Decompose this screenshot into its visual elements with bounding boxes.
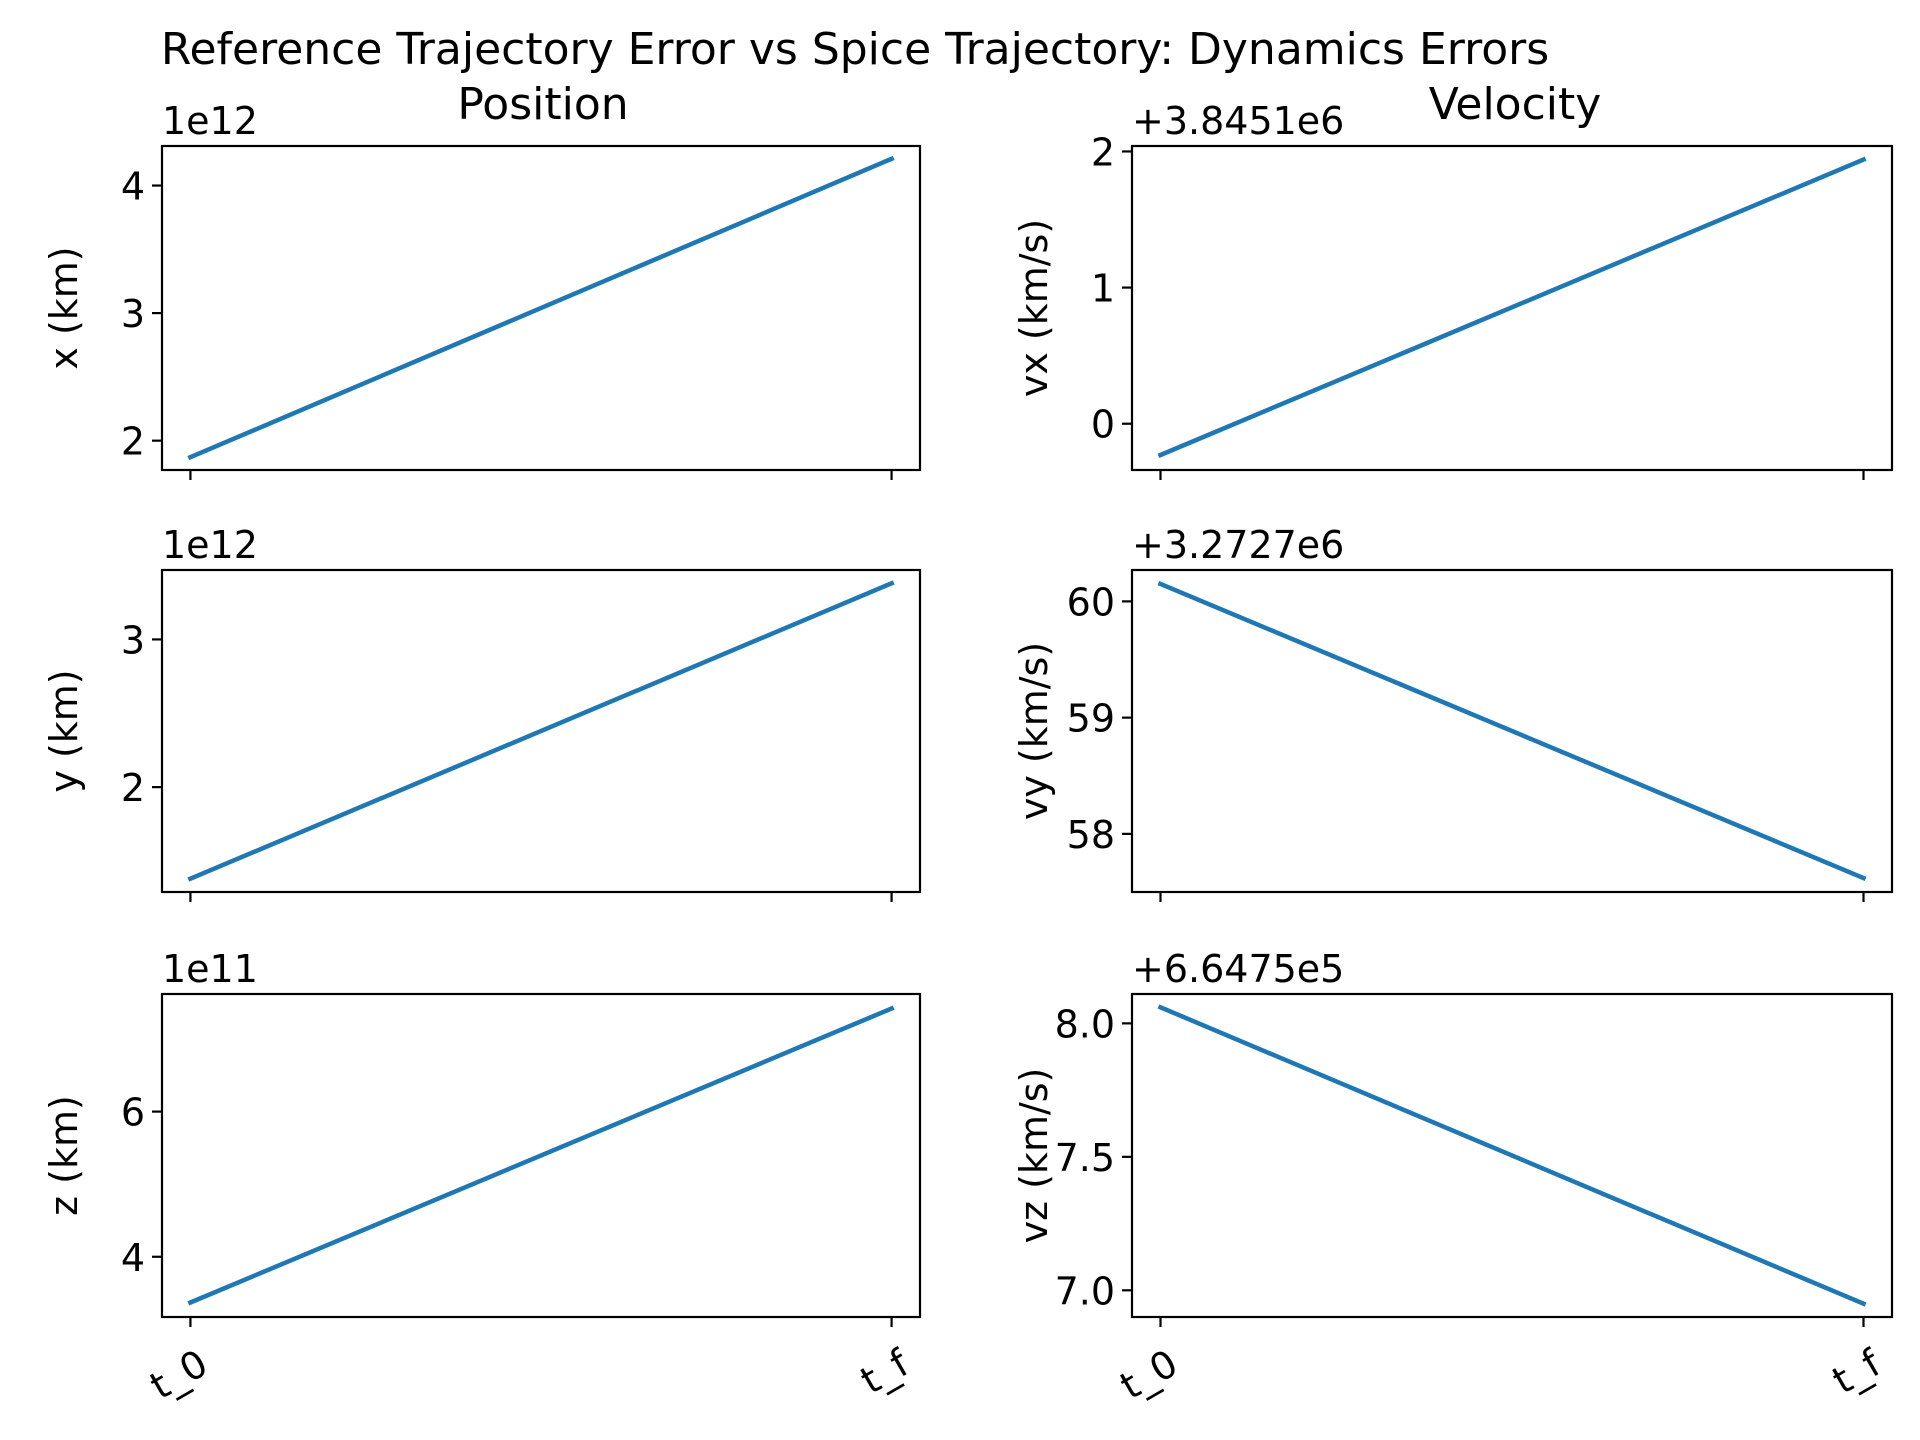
subplot-x: 2 3 4 x (km) 1e12 <box>42 99 922 480</box>
vx-ytick-label: 1 <box>1091 267 1115 311</box>
vy-offset-text: +3.2727e6 <box>1132 523 1344 567</box>
vz-xtick-label: t_f <box>1825 1340 1889 1403</box>
x-axes-frame <box>160 144 922 472</box>
vz-axes-frame <box>1130 992 1894 1319</box>
z-xtick-label: t_f <box>853 1340 917 1403</box>
y-series-line <box>187 580 895 882</box>
figure-title: Reference Trajectory Error vs Spice Traj… <box>161 24 1549 75</box>
y-ylabel: y (km) <box>42 669 86 792</box>
y-axes-frame <box>160 568 922 894</box>
z-ytick-label: 6 <box>121 1091 145 1135</box>
vx-axes-frame <box>1130 144 1894 472</box>
x-ytick-label: 3 <box>121 292 145 336</box>
z-xtick-label: t_0 <box>143 1341 215 1408</box>
x-offset-text: 1e12 <box>162 99 258 143</box>
vx-offset-text: +3.8451e6 <box>1132 99 1344 143</box>
vz-ytick-label: 8.0 <box>1055 1002 1115 1046</box>
subplot-y: 2 3 y (km) 1e12 <box>42 523 922 902</box>
vy-axes-frame <box>1130 568 1894 894</box>
x-ytick-label: 2 <box>121 420 145 464</box>
vx-ytick-label: 2 <box>1091 130 1115 174</box>
vx-ylabel: vx (km/s) <box>1012 219 1056 397</box>
vy-series-line <box>1157 580 1867 882</box>
x-ytick-label: 4 <box>121 165 145 209</box>
vy-ylabel: vy (km/s) <box>1012 642 1056 820</box>
z-axes-frame <box>160 992 922 1319</box>
subplot-vz: 7.0 7.5 8.0 t_0 t_f vz (km/s) +6.6475e5 <box>1012 947 1894 1408</box>
vz-ytick-label: 7.0 <box>1055 1269 1115 1313</box>
vz-ylabel: vz (km/s) <box>1012 1068 1056 1244</box>
z-offset-text: 1e11 <box>162 947 258 991</box>
subplot-z: 4 6 t_0 t_f z (km) 1e11 <box>42 947 922 1408</box>
y-offset-text: 1e12 <box>162 523 258 567</box>
vy-ytick-label: 59 <box>1067 697 1115 741</box>
column-title-velocity: Velocity <box>1429 79 1602 130</box>
z-ylabel: z (km) <box>42 1095 86 1216</box>
vz-offset-text: +6.6475e5 <box>1132 947 1344 991</box>
vx-series-line <box>1157 156 1867 458</box>
y-ytick-label: 2 <box>121 766 145 810</box>
vx-ytick-label: 0 <box>1091 403 1115 447</box>
z-series-line <box>187 1005 895 1306</box>
z-ytick-label: 4 <box>121 1236 145 1280</box>
x-series-line <box>187 155 895 461</box>
vy-ytick-label: 60 <box>1067 580 1115 624</box>
vz-xtick-label: t_0 <box>1113 1341 1185 1408</box>
vz-series-line <box>1157 1004 1867 1307</box>
vy-ytick-label: 58 <box>1067 813 1115 857</box>
vz-ytick-label: 7.5 <box>1055 1136 1115 1180</box>
subplot-vx: 0 1 2 vx (km/s) +3.8451e6 <box>1012 99 1894 480</box>
x-ylabel: x (km) <box>42 246 86 369</box>
y-ytick-label: 3 <box>121 618 145 662</box>
column-title-position: Position <box>457 79 628 130</box>
